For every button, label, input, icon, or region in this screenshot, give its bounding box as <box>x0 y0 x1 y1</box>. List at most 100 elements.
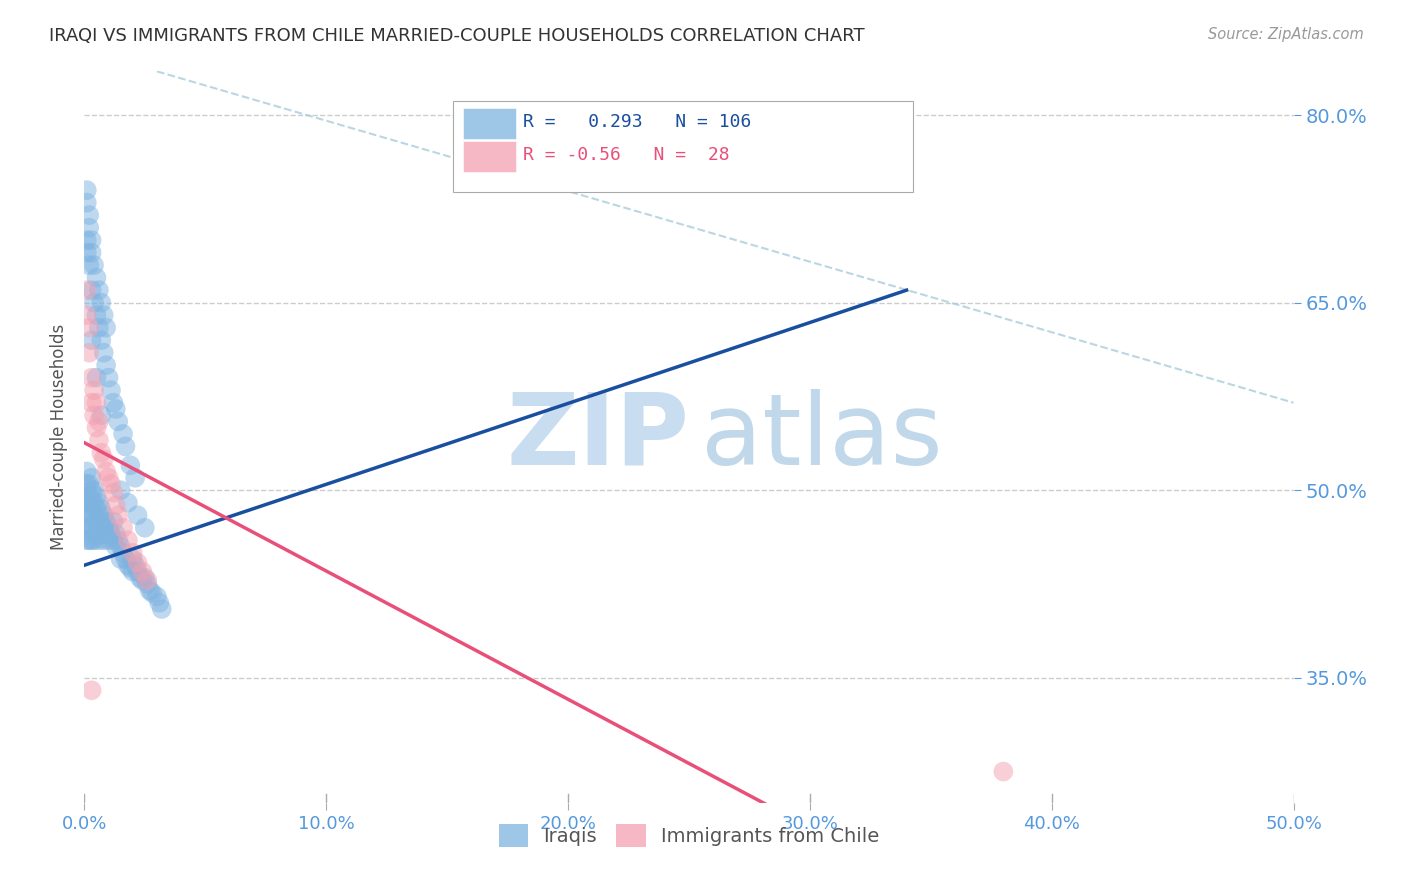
Point <box>124 558 146 573</box>
Point <box>134 571 156 585</box>
Point <box>86 308 108 322</box>
Point <box>77 320 100 334</box>
Point <box>80 370 103 384</box>
Point <box>76 233 98 247</box>
Point <box>87 521 110 535</box>
Point <box>87 283 110 297</box>
Point <box>93 508 115 523</box>
FancyBboxPatch shape <box>463 141 516 171</box>
Point <box>121 552 143 566</box>
Point <box>80 483 103 498</box>
Point <box>129 571 152 585</box>
Point <box>121 565 143 579</box>
Point <box>90 446 112 460</box>
Point <box>76 490 98 504</box>
Point <box>97 533 120 548</box>
Point <box>86 502 108 516</box>
Point <box>80 508 103 523</box>
Point <box>90 408 112 422</box>
Point <box>83 521 105 535</box>
Point <box>87 533 110 548</box>
Point <box>127 508 149 523</box>
Point <box>117 558 139 573</box>
Point <box>86 527 108 541</box>
Point <box>94 465 117 479</box>
Point <box>107 508 129 523</box>
Point <box>87 414 110 428</box>
Point <box>94 320 117 334</box>
Point <box>110 540 132 554</box>
Point <box>77 521 100 535</box>
Point <box>97 471 120 485</box>
Point <box>90 515 112 529</box>
Point <box>77 508 100 523</box>
Point <box>136 573 159 587</box>
Point <box>103 485 125 500</box>
Point <box>138 583 160 598</box>
Point <box>104 498 127 512</box>
Point <box>120 560 142 574</box>
Point <box>76 465 98 479</box>
Point <box>77 477 100 491</box>
Point <box>127 565 149 579</box>
Point <box>103 395 125 409</box>
Point <box>103 533 125 548</box>
Point <box>83 408 105 422</box>
Point <box>94 358 117 372</box>
Point <box>134 521 156 535</box>
Point <box>93 308 115 322</box>
Point <box>80 471 103 485</box>
Point <box>104 401 127 416</box>
Point <box>107 414 129 428</box>
Point <box>80 395 103 409</box>
Text: IRAQI VS IMMIGRANTS FROM CHILE MARRIED-COUPLE HOUSEHOLDS CORRELATION CHART: IRAQI VS IMMIGRANTS FROM CHILE MARRIED-C… <box>49 27 865 45</box>
Point <box>76 283 98 297</box>
Point <box>141 586 163 600</box>
Point <box>80 521 103 535</box>
Point <box>136 577 159 591</box>
Point <box>77 258 100 272</box>
Point <box>127 556 149 570</box>
Point <box>124 471 146 485</box>
Point <box>76 521 98 535</box>
Point <box>131 573 153 587</box>
Point <box>148 596 170 610</box>
Point <box>114 440 136 454</box>
Point <box>77 208 100 222</box>
Point <box>76 496 98 510</box>
Point <box>104 527 127 541</box>
Point <box>80 496 103 510</box>
Point <box>83 258 105 272</box>
Point <box>83 508 105 523</box>
Point <box>104 540 127 554</box>
Point <box>76 183 98 197</box>
Point <box>83 496 105 510</box>
Point <box>86 490 108 504</box>
FancyBboxPatch shape <box>463 108 516 138</box>
Point <box>117 533 139 548</box>
Point <box>80 245 103 260</box>
Point <box>80 233 103 247</box>
Point <box>76 308 98 322</box>
Point <box>77 496 100 510</box>
Point <box>114 552 136 566</box>
Point <box>87 434 110 448</box>
Point <box>97 370 120 384</box>
Point <box>93 533 115 548</box>
Text: Source: ZipAtlas.com: Source: ZipAtlas.com <box>1208 27 1364 42</box>
Point <box>112 546 135 560</box>
Point <box>77 220 100 235</box>
Text: R = -0.56   N =  28: R = -0.56 N = 28 <box>523 146 730 164</box>
Point <box>76 245 98 260</box>
Point <box>100 383 122 397</box>
Point <box>107 533 129 548</box>
Point <box>120 458 142 473</box>
Point <box>131 565 153 579</box>
Point <box>83 295 105 310</box>
Point <box>110 483 132 498</box>
Point <box>86 270 108 285</box>
Point <box>76 508 98 523</box>
Text: ZIP: ZIP <box>506 389 689 485</box>
Point <box>76 195 98 210</box>
Point <box>86 395 108 409</box>
